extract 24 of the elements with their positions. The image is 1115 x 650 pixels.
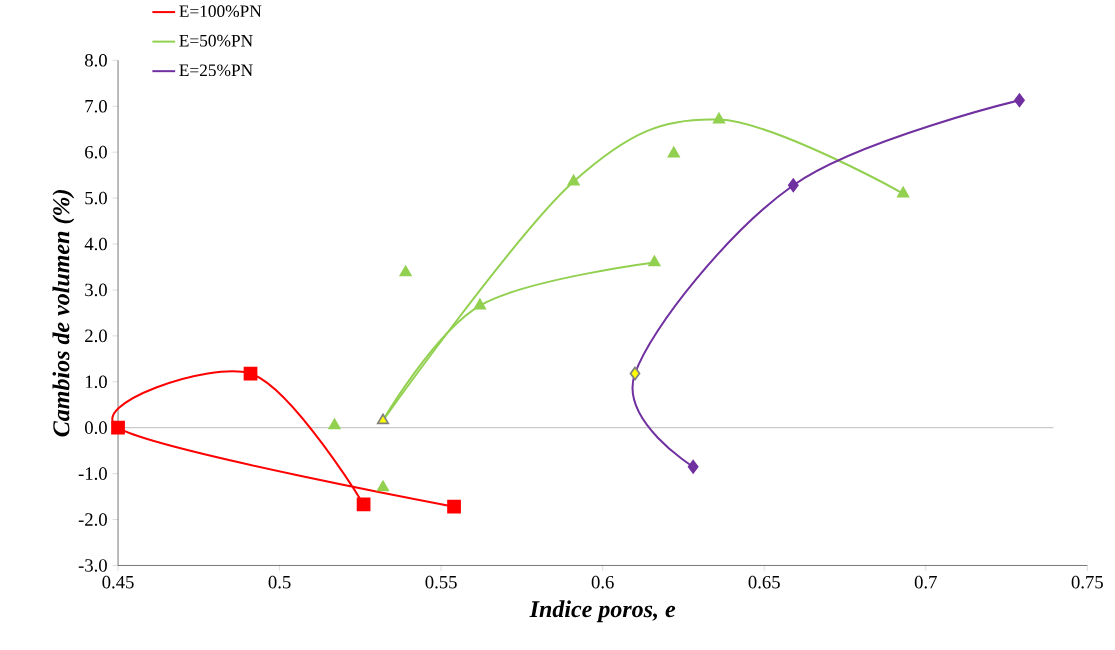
- legend-label: E=50%PN: [179, 35, 253, 47]
- x-tick-label: 0.75: [1071, 576, 1103, 589]
- y-tick-label: 3.0: [85, 283, 107, 297]
- x-tick-label: 0.45: [102, 576, 134, 589]
- y-tick-label: 6.0: [85, 146, 107, 159]
- x-tick-label: 0.6: [591, 576, 614, 589]
- x-tick-label: 0.55: [425, 576, 457, 589]
- legend-label: E=25%PN: [179, 64, 253, 77]
- y-tick-label: -2.0: [78, 513, 107, 527]
- x-tick-label: 0.7: [914, 576, 937, 589]
- y-tick-label: 5.0: [85, 192, 107, 205]
- legend-label: E=100%PN: [179, 5, 262, 18]
- y-axis-title: Cambios de volumen (%): [52, 190, 75, 437]
- x-axis-title: Indice poros, e: [529, 600, 676, 623]
- x-tick-label: 0.65: [748, 576, 780, 589]
- x-tick-label: 0.5: [268, 576, 291, 589]
- y-tick-label: 8.0: [85, 54, 107, 67]
- y-tick-label: 4.0: [84, 237, 107, 251]
- y-tick-label: -3.0: [78, 559, 107, 573]
- y-tick-label: -1.0: [78, 467, 107, 481]
- y-tick-label: 0.0: [85, 421, 107, 435]
- y-tick-label: 7.0: [85, 100, 107, 113]
- y-tick-label: 1.0: [85, 375, 107, 389]
- y-tick-label: 2.0: [85, 329, 107, 343]
